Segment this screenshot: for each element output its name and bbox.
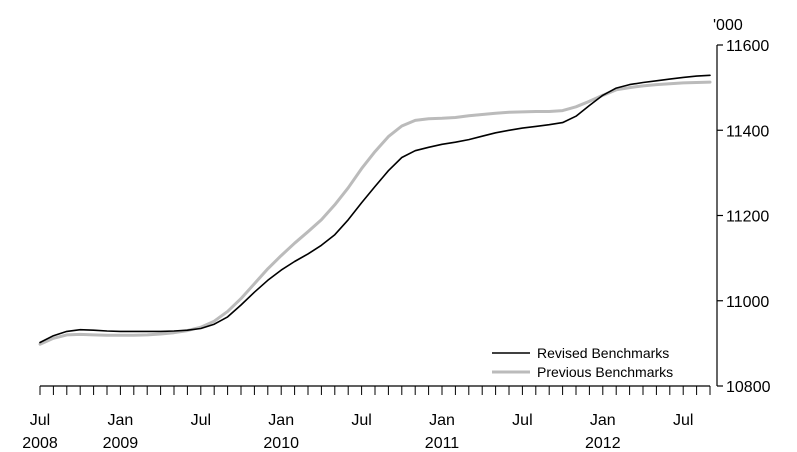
legend: Revised Benchmarks Previous Benchmarks	[492, 345, 673, 380]
y-tick-label: 11200	[726, 209, 769, 226]
y-tick-label: 10800	[726, 379, 771, 396]
y-axis-unit-label: '000	[713, 17, 743, 34]
x-tick-label-month: Jan	[108, 412, 134, 429]
x-tick-label-month: Jan	[429, 412, 455, 429]
x-tick-label-year: 2008	[22, 435, 58, 452]
y-tick-label: 11600	[726, 38, 769, 55]
legend-label: Previous Benchmarks	[537, 364, 673, 380]
x-tick-label-year: 2012	[585, 435, 621, 452]
series-line-previous-benchmarks	[38, 80, 712, 346]
x-tick-label-month: Jul	[673, 412, 693, 429]
legend-label: Revised Benchmarks	[537, 345, 669, 361]
series-layer	[38, 74, 712, 346]
x-tick-label-month: Jan	[268, 412, 294, 429]
axes: '000 10800 11000 11200 11400 11600 Jul 2008 Jan 2…	[22, 17, 770, 452]
x-tick-label-year: 2011	[425, 435, 460, 452]
x-tick-label-month: Jan	[590, 412, 616, 429]
x-tick-label-month: Jul	[191, 412, 211, 429]
x-tick-label-year: 2009	[103, 435, 139, 452]
y-tick-label: 11000	[726, 294, 769, 311]
x-tick-label-month: Jul	[512, 412, 532, 429]
x-tick-label-month: Jul	[351, 412, 371, 429]
x-tick-label-month: Jul	[30, 412, 50, 429]
x-tick-label-year: 2010	[263, 435, 299, 452]
series-line-revised-benchmarks	[39, 74, 711, 344]
y-tick-label: 11400	[726, 123, 769, 140]
